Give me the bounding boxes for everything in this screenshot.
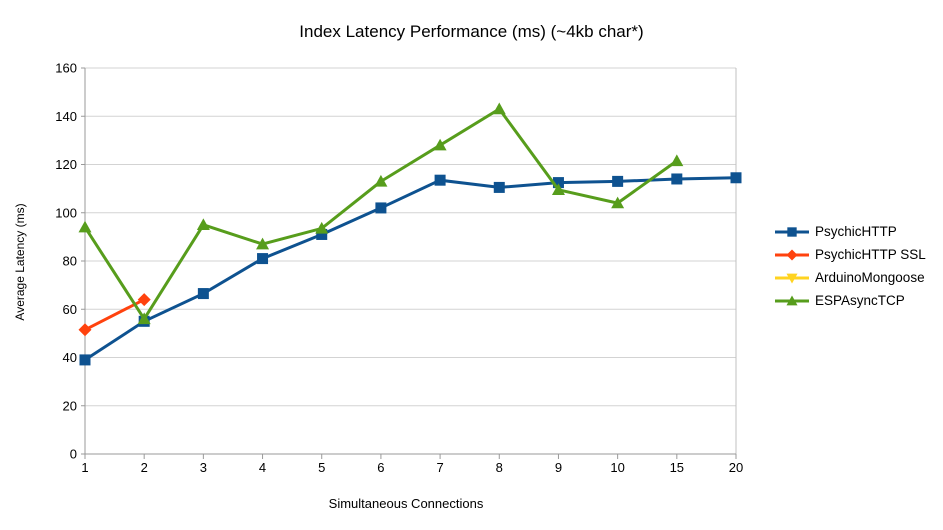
y-tick-label: 60: [63, 302, 77, 317]
marker-square: [493, 181, 505, 193]
marker-triangle-up: [315, 221, 329, 234]
marker-square: [671, 173, 683, 185]
marker-triangle-up: [374, 174, 388, 187]
legend-swatch: [775, 226, 809, 237]
legend-label: PsychicHTTP: [815, 224, 897, 239]
y-tick-label: 160: [55, 61, 77, 76]
legend-label: PsychicHTTP SSL: [815, 247, 926, 262]
x-tick-label: 20: [729, 460, 743, 475]
marker-triangle-down: [786, 273, 798, 284]
series-line: [83, 107, 678, 322]
x-tick-label: 6: [377, 460, 384, 475]
series-espasynctcp: [78, 102, 684, 325]
marker-square: [730, 172, 742, 184]
marker-triangle-up: [492, 102, 506, 115]
y-tick-label: 140: [55, 109, 77, 124]
y-tick-label: 100: [55, 205, 77, 220]
y-tick-label: 20: [63, 398, 77, 413]
legend: PsychicHTTP PsychicHTTP SSL ArduinoMongoos…: [775, 220, 926, 312]
y-tick-label: 40: [63, 350, 77, 365]
marker-square: [257, 253, 269, 265]
marker-square: [552, 177, 564, 189]
legend-label: ArduinoMongoose: [815, 270, 925, 285]
marker-triangle-up: [670, 154, 684, 167]
legend-swatch: [775, 273, 809, 284]
marker-triangle-up: [196, 218, 210, 231]
legend-label: ESPAsyncTCP: [815, 293, 905, 308]
marker-triangle-up: [551, 183, 565, 196]
marker-square: [316, 228, 328, 240]
x-tick-label: 2: [141, 460, 148, 475]
chart-title: Index Latency Performance (ms) (~4kb cha…: [299, 22, 644, 41]
legend-item: PsychicHTTP SSL: [775, 243, 926, 266]
series-psychichttp: [79, 172, 742, 366]
y-tick-label: 80: [63, 254, 77, 269]
x-tick-label: 15: [670, 460, 684, 475]
marker-triangle-up: [433, 138, 447, 151]
marker-triangle-up: [786, 294, 798, 305]
marker-triangle-up: [256, 237, 270, 250]
marker-square: [434, 174, 446, 186]
series-line: [84, 176, 737, 362]
marker-triangle-up: [78, 220, 92, 233]
x-tick-label: 7: [436, 460, 443, 475]
marker-diamond: [78, 323, 92, 337]
y-tick-label: 120: [55, 157, 77, 172]
x-tick-label: 3: [200, 460, 207, 475]
legend-item: ArduinoMongoose: [775, 266, 926, 289]
x-axis-title: Simultaneous Connections: [328, 496, 484, 511]
marker-diamond: [137, 293, 151, 307]
marker-square: [612, 175, 624, 187]
x-tick-label: 1: [81, 460, 88, 475]
x-tick-label: 9: [555, 460, 562, 475]
marker-square: [197, 288, 209, 300]
x-tick-label: 4: [259, 460, 266, 475]
marker-triangle-up: [137, 312, 151, 325]
x-tick-label: 8: [496, 460, 503, 475]
legend-swatch: [775, 248, 809, 261]
marker-triangle-up: [611, 196, 625, 209]
x-tick-label: 5: [318, 460, 325, 475]
marker-square: [787, 226, 797, 237]
y-tick-label: 0: [70, 447, 77, 462]
legend-swatch: [775, 294, 809, 305]
legend-item: PsychicHTTP: [775, 220, 926, 243]
legend-item: ESPAsyncTCP: [775, 289, 926, 312]
marker-diamond: [786, 248, 798, 261]
marker-square: [375, 202, 387, 214]
x-tick-label: 10: [610, 460, 624, 475]
marker-square: [79, 354, 91, 366]
